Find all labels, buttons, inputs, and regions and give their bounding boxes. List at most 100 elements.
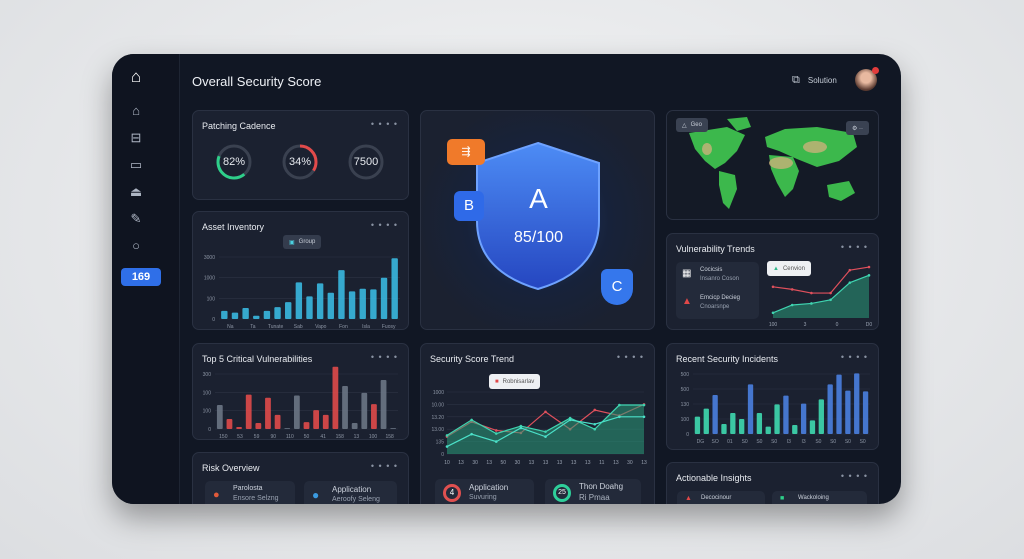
- card-title: Risk Overview: [202, 463, 260, 473]
- world-map[interactable]: [667, 111, 880, 221]
- x-tick-label: Isla: [362, 324, 370, 330]
- legend-chip[interactable]: ■ Robnisarlav: [489, 374, 541, 389]
- x-tick-label: 13: [641, 460, 647, 466]
- more-menu[interactable]: • • • •: [840, 471, 868, 481]
- data-point: [445, 434, 449, 437]
- data-point: [519, 426, 523, 430]
- y-tick-label: 500: [681, 372, 690, 378]
- avatar[interactable]: [855, 67, 879, 91]
- legend-chip[interactable]: ▲ Cenvion: [767, 261, 811, 276]
- geo-chip[interactable]: △ Geo: [676, 118, 708, 132]
- record-icon: ■: [495, 378, 499, 385]
- x-tick-label: S0: [860, 439, 866, 445]
- y-tick-label: 500: [681, 387, 690, 393]
- data-point: [790, 303, 794, 307]
- more-menu[interactable]: • • • •: [616, 352, 644, 362]
- inbox-icon[interactable]: ▭: [129, 157, 143, 172]
- x-tick-label: 01: [727, 439, 733, 445]
- data-point: [790, 288, 794, 291]
- y-tick-label: 0: [686, 432, 689, 438]
- solution-button[interactable]: ⧉ Solution: [792, 74, 837, 87]
- vuln-item-subtitle: Insanro Coson: [700, 276, 740, 282]
- x-tick-label: 30: [515, 460, 521, 466]
- x-tick-label: 150: [219, 434, 228, 440]
- x-tick-label: 53: [237, 434, 243, 440]
- map-settings-button[interactable]: ⚙ ··: [845, 121, 869, 135]
- bar: [295, 282, 303, 319]
- panel-icon[interactable]: ⊟: [130, 130, 142, 145]
- bar: [809, 420, 816, 434]
- y-tick-label: 100: [203, 390, 212, 396]
- insight-title: Decocinour: [701, 495, 732, 501]
- x-tick-label: 110: [286, 434, 294, 440]
- user-icon[interactable]: ⏏: [129, 184, 143, 199]
- ring-value: 7500: [353, 156, 379, 168]
- vuln-item-title: Emcicp Decieg: [700, 295, 741, 301]
- bar: [274, 414, 281, 429]
- data-point: [568, 416, 572, 420]
- chip-label: Geo: [690, 122, 702, 128]
- bar: [361, 392, 368, 429]
- more-menu[interactable]: • • • •: [370, 461, 398, 471]
- x-tick-label: 13: [613, 460, 619, 466]
- trend-item-subtitle: Ri Pmaa: [579, 493, 610, 502]
- page-title: Overall Security Score: [192, 74, 322, 89]
- bar: [242, 307, 249, 319]
- more-menu[interactable]: • • • •: [370, 119, 398, 129]
- group-chip[interactable]: ▣ Group: [283, 235, 322, 249]
- card-title: Security Score Trend: [430, 354, 515, 364]
- data-point: [810, 291, 813, 295]
- bar: [854, 373, 860, 434]
- series-line: [772, 266, 870, 294]
- y-tick-label: 135: [436, 440, 445, 446]
- bar: [792, 425, 798, 434]
- grade-b-badge: B: [454, 191, 484, 221]
- more-menu[interactable]: • • • •: [840, 352, 868, 362]
- sidebar: ⌂ ⌂ ⊟ ▭ ⏏ ✎ ○ 169: [112, 54, 180, 504]
- chip-label: Cenvion: [782, 265, 805, 272]
- risk-item[interactable]: ● Parolosta Ensore Selzng: [205, 481, 295, 504]
- circle-icon[interactable]: ○: [132, 238, 140, 253]
- risk-item[interactable]: ● Application Aeroofy Seleng: [304, 481, 397, 504]
- edit-icon[interactable]: ✎: [130, 211, 142, 226]
- logo-home-icon[interactable]: ⌂: [130, 67, 142, 86]
- insight-item[interactable]: ■ Wackoloing: [772, 491, 867, 504]
- x-tick-label: S0: [756, 439, 762, 445]
- bar: [390, 428, 397, 429]
- x-tick-label: DG: [697, 439, 705, 445]
- count-badge[interactable]: 169: [121, 268, 161, 286]
- y-tick-label: 1000: [433, 390, 444, 396]
- x-tick-label: 13: [529, 460, 535, 466]
- insight-title: Wackoloing: [798, 495, 829, 501]
- trend-item[interactable]: 25 Thon Doahg Ri Pmaa: [545, 479, 641, 504]
- x-tick-label: Fuosy: [382, 324, 396, 330]
- bar: [338, 270, 345, 319]
- insight-item[interactable]: ▲ Decocinour: [677, 491, 765, 504]
- y-tick-label: 100: [203, 409, 212, 415]
- more-menu[interactable]: • • • •: [370, 352, 398, 362]
- data-point: [642, 415, 646, 419]
- y-tick-label: 3000: [204, 255, 215, 261]
- x-tick-label: 50: [304, 434, 310, 440]
- more-menu[interactable]: • • • •: [370, 220, 398, 230]
- trend-item[interactable]: 4 Application Suvuring: [435, 479, 534, 504]
- home-icon[interactable]: ⌂: [132, 103, 140, 118]
- top-vulnerabilities-card: Top 5 Critical Vulnerabilities • • • • 0…: [192, 343, 409, 440]
- bar: [226, 419, 233, 429]
- fire-icon: ●: [213, 489, 220, 501]
- bar: [359, 288, 366, 319]
- data-point: [848, 281, 852, 284]
- data-point: [593, 422, 597, 426]
- bar: [253, 315, 260, 319]
- x-tick-label: 13: [585, 460, 591, 466]
- bar: [255, 422, 262, 429]
- bar: [231, 312, 239, 319]
- data-point: [618, 415, 621, 419]
- data-point: [771, 285, 775, 289]
- y-tick-label: 130: [681, 402, 690, 408]
- bar: [703, 408, 709, 434]
- bar: [327, 292, 334, 319]
- more-menu[interactable]: • • • •: [840, 242, 868, 252]
- trend-item-title: Thon Doahg: [579, 482, 624, 491]
- risk-item-title: Application: [332, 485, 372, 494]
